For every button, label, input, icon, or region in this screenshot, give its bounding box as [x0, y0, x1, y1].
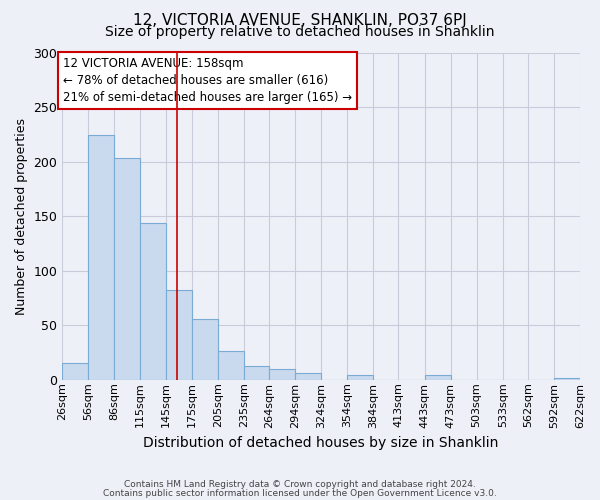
Bar: [218, 352, 244, 380]
Text: Contains public sector information licensed under the Open Government Licence v3: Contains public sector information licen…: [103, 488, 497, 498]
Text: 12, VICTORIA AVENUE, SHANKLIN, PO37 6PJ: 12, VICTORIA AVENUE, SHANKLIN, PO37 6PJ: [133, 12, 467, 28]
Bar: [88, 136, 115, 380]
X-axis label: Distribution of detached houses by size in Shanklin: Distribution of detached houses by size …: [143, 436, 499, 450]
Bar: [140, 222, 166, 380]
Bar: [192, 318, 218, 380]
Bar: [295, 373, 321, 380]
Bar: [347, 376, 373, 380]
Text: 12 VICTORIA AVENUE: 158sqm
← 78% of detached houses are smaller (616)
21% of sem: 12 VICTORIA AVENUE: 158sqm ← 78% of deta…: [63, 57, 352, 104]
Bar: [166, 290, 192, 380]
Bar: [244, 366, 269, 380]
Text: Contains HM Land Registry data © Crown copyright and database right 2024.: Contains HM Land Registry data © Crown c…: [124, 480, 476, 489]
Bar: [554, 378, 580, 380]
Text: Size of property relative to detached houses in Shanklin: Size of property relative to detached ho…: [105, 25, 495, 39]
Bar: [115, 158, 140, 380]
Bar: [425, 376, 451, 380]
Bar: [62, 364, 88, 380]
Bar: [269, 369, 295, 380]
Y-axis label: Number of detached properties: Number of detached properties: [15, 118, 28, 314]
